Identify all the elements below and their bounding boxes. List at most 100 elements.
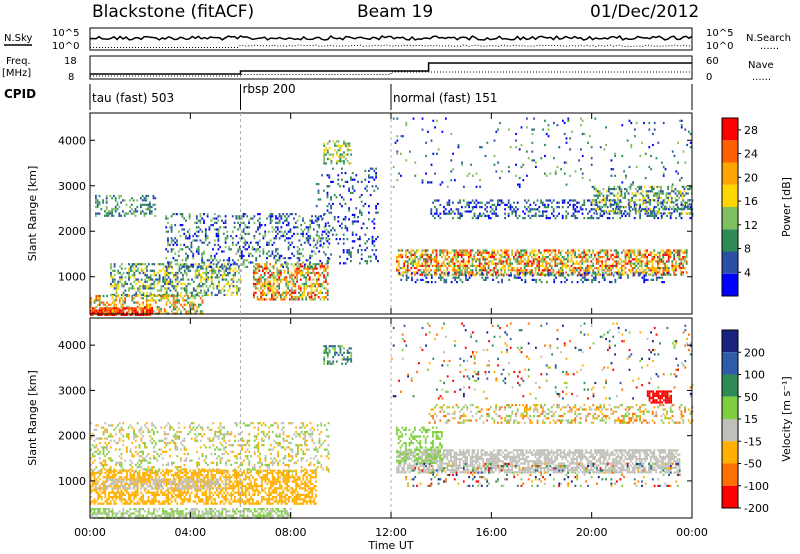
heatmap-cell xyxy=(475,217,478,220)
heatmap-cell xyxy=(174,289,177,292)
heatmap-cell xyxy=(414,251,416,254)
heatmap-cell xyxy=(170,250,173,253)
heatmap-cell xyxy=(666,260,668,263)
heatmap-cell xyxy=(104,303,107,306)
heatmap-cell xyxy=(457,208,460,211)
heatmap-cell xyxy=(518,269,521,272)
heatmap-cell xyxy=(486,271,488,274)
heatmap-cell xyxy=(145,294,148,298)
heatmap-cell xyxy=(484,208,487,211)
heatmap-cell xyxy=(127,502,130,505)
heatmap-cell xyxy=(228,259,231,262)
heatmap-cell xyxy=(131,263,134,266)
heatmap-cell xyxy=(131,299,134,302)
heatmap-cell xyxy=(401,256,404,259)
heatmap-cell xyxy=(623,170,625,173)
heatmap-cell xyxy=(177,250,180,253)
heatmap-cell xyxy=(511,212,514,215)
heatmap-cell xyxy=(616,199,619,202)
heatmap-cell xyxy=(586,253,589,256)
heatmap-cell xyxy=(127,478,130,481)
heatmap-cell xyxy=(97,502,99,505)
freq-unit-label: [MHz] xyxy=(2,68,31,79)
heatmap-cell xyxy=(124,307,126,310)
heatmap-cell xyxy=(113,502,116,505)
heatmap-cell xyxy=(631,258,634,261)
heatmap-cell xyxy=(630,269,632,272)
heatmap-cell xyxy=(448,201,451,204)
heatmap-cell xyxy=(645,274,647,277)
heatmap-cell xyxy=(516,262,519,265)
heatmap-cell xyxy=(507,199,510,202)
heatmap-cell xyxy=(221,265,223,268)
heatmap-cell xyxy=(460,260,463,263)
heatmap-cell xyxy=(117,307,119,310)
heatmap-cell xyxy=(434,281,437,284)
heatmap-cell xyxy=(421,128,424,131)
heatmap-cell xyxy=(377,260,379,263)
heatmap-cell xyxy=(285,263,288,266)
heatmap-cell xyxy=(680,201,683,204)
heatmap-cell xyxy=(269,254,272,257)
heatmap-cell xyxy=(285,261,288,264)
heatmap-cell xyxy=(156,271,159,275)
heatmap-cell xyxy=(359,209,361,212)
heatmap-cell xyxy=(531,150,534,153)
heatmap-cell xyxy=(188,265,191,268)
heatmap-cell xyxy=(120,267,123,270)
heatmap-cell xyxy=(621,154,624,158)
heatmap-cell xyxy=(647,190,650,193)
heatmap-cell xyxy=(487,251,490,254)
heatmap-cell xyxy=(435,264,438,267)
heatmap-cell xyxy=(651,210,653,213)
heatmap-cell xyxy=(95,311,98,314)
heatmap-cell xyxy=(414,281,417,284)
heatmap-cell xyxy=(410,273,413,276)
heatmap-cell xyxy=(588,199,591,202)
heatmap-cell xyxy=(118,214,121,217)
heatmap-cell xyxy=(113,491,116,494)
heatmap-cell xyxy=(511,253,513,256)
heatmap-cell xyxy=(592,262,594,265)
heatmap-cell xyxy=(565,264,567,267)
heatmap-cell xyxy=(375,185,377,188)
heatmap-cell xyxy=(236,293,238,297)
heatmap-cell xyxy=(240,221,243,224)
heatmap-cell xyxy=(480,262,483,265)
heatmap-cell xyxy=(127,485,130,488)
heatmap-cell xyxy=(568,267,571,270)
heatmap-cell xyxy=(106,476,108,479)
heatmap-cell xyxy=(254,271,257,275)
heatmap-cell xyxy=(588,217,591,220)
heatmap-cell xyxy=(307,293,309,297)
heatmap-cell xyxy=(666,251,668,254)
heatmap-cell xyxy=(478,258,481,261)
heatmap-cell xyxy=(480,251,483,254)
heatmap-cell xyxy=(375,207,377,210)
heatmap-cell xyxy=(174,271,177,275)
heatmap-cell xyxy=(544,119,546,122)
heatmap-cell xyxy=(624,192,626,195)
heatmap-cell xyxy=(133,491,135,494)
heatmap-cell xyxy=(643,185,646,188)
heatmap-cell xyxy=(529,260,531,263)
heatmap-cell xyxy=(646,258,648,261)
heatmap-cell xyxy=(108,307,110,310)
heatmap-cell xyxy=(662,172,665,175)
heatmap-cell xyxy=(207,287,210,290)
heatmap-cell xyxy=(271,265,274,268)
heatmap-cell xyxy=(339,160,342,163)
heatmap-cell xyxy=(323,298,325,301)
heatmap-cell xyxy=(149,269,152,272)
heatmap-cell xyxy=(344,172,347,175)
heatmap-cell xyxy=(443,281,446,284)
heatmap-cell xyxy=(169,305,171,309)
heatmap-cell xyxy=(448,273,450,276)
heatmap-cell xyxy=(153,271,156,275)
heatmap-cell xyxy=(93,498,96,501)
heatmap-cell xyxy=(406,256,409,259)
heatmap-cell xyxy=(275,248,277,251)
heatmap-cell xyxy=(667,260,670,263)
heatmap-cell xyxy=(291,235,294,238)
heatmap-cell xyxy=(303,221,306,224)
